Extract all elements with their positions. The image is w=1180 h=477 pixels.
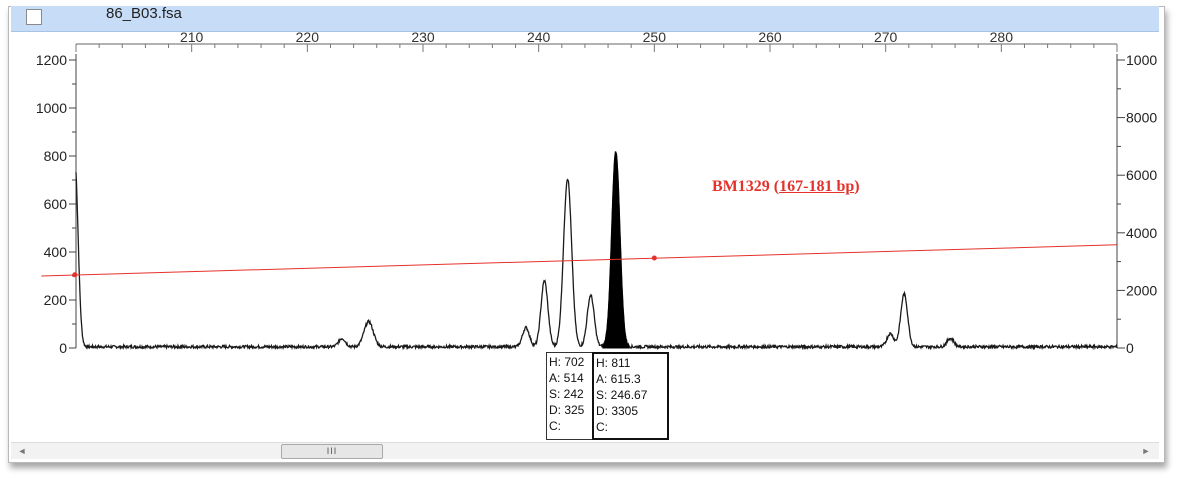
x-tick-label: 280 (990, 29, 1014, 45)
y-left-tick-label: 1000 (36, 100, 67, 116)
marker-range-open: ( (773, 178, 780, 195)
x-tick-label: 220 (296, 29, 320, 45)
marker-range-close: ) (854, 178, 860, 195)
y-left-tick-label: 400 (44, 244, 68, 260)
y-left-tick-label: 0 (59, 340, 67, 356)
peak-info-size: S: 246.67 (596, 388, 648, 402)
y-right-tick-label: 6000 (1126, 167, 1157, 183)
peak-info-box: H: 702 A: 514 S: 242 D: 325 C: (546, 352, 595, 440)
horizontal-scrollbar[interactable]: ◄ III ► (11, 442, 1159, 459)
trace-line (75, 151, 1118, 351)
marker-name: BM1329 (712, 178, 770, 195)
scroll-right-arrow-icon[interactable]: ► (1141, 446, 1151, 456)
y-left-tick-label: 1200 (36, 52, 67, 68)
scroll-left-arrow-icon[interactable]: ◄ (17, 446, 27, 456)
y-left-tick-label: 200 (44, 292, 68, 308)
sizing-point-marker (72, 272, 78, 278)
peak-info-height: H: 702 (549, 355, 585, 369)
y-right-tick-label: 0 (1126, 340, 1134, 356)
sizing-line (41, 244, 1118, 277)
y-right-tick-label: 8000 (1126, 110, 1157, 126)
peak-info-area: A: 615.3 (596, 372, 641, 386)
peak-info-datapoint: D: 325 (549, 403, 585, 417)
marker-label: BM1329 (167-181 bp) (712, 178, 860, 196)
peak-info-height: H: 811 (596, 356, 631, 370)
y-right-tick-label: 1000 (1126, 52, 1157, 68)
peak-info-area: A: 514 (549, 371, 584, 385)
peak-info-size: S: 242 (549, 387, 584, 401)
selected-peak-fill (602, 151, 630, 349)
x-tick-label: 260 (758, 29, 782, 45)
y-left-tick-label: 600 (44, 196, 68, 212)
peak-info-call: C: (596, 420, 608, 434)
sample-checkbox[interactable] (26, 9, 42, 25)
x-tick-label: 270 (874, 29, 898, 45)
x-tick-label: 240 (527, 29, 551, 45)
x-tick-label: 250 (643, 29, 667, 45)
scrollbar-thumb[interactable]: III (281, 444, 383, 459)
scrollbar-grip-icon: III (326, 446, 338, 456)
y-right-tick-label: 2000 (1126, 282, 1157, 298)
selected-peak-info-box: H: 811 A: 615.3 S: 246.67 D: 3305 C: (592, 352, 669, 440)
marker-range[interactable]: 167-181 bp (779, 178, 855, 195)
peak-info-datapoint: D: 3305 (596, 404, 639, 418)
x-tick-label: 210 (180, 29, 204, 45)
y-right-tick-label: 4000 (1126, 225, 1157, 241)
y-left-tick-label: 800 (44, 148, 68, 164)
peak-info-call: C: (549, 419, 561, 433)
sample-file-name: 86_B03.fsa (106, 5, 182, 22)
sizing-point-marker (651, 255, 657, 261)
sample-title-bar[interactable]: 86_B03.fsa (11, 6, 1159, 32)
x-tick-label: 230 (411, 29, 435, 45)
